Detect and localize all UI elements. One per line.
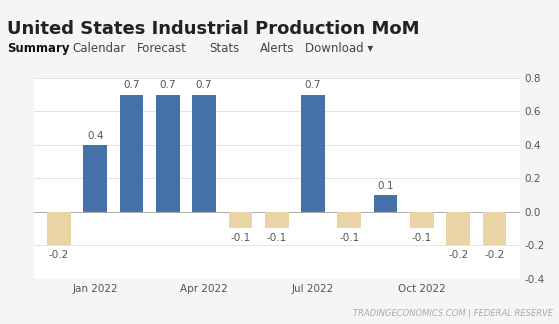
Text: Download ▾: Download ▾ xyxy=(305,42,373,55)
Bar xyxy=(192,95,216,212)
Text: United States Industrial Production MoM: United States Industrial Production MoM xyxy=(7,20,420,39)
Text: -0.1: -0.1 xyxy=(339,233,359,243)
Bar xyxy=(447,212,470,245)
Text: 0.7: 0.7 xyxy=(124,80,140,90)
Text: Forecast: Forecast xyxy=(137,42,187,55)
Text: Calendar: Calendar xyxy=(73,42,126,55)
Text: -0.1: -0.1 xyxy=(412,233,432,243)
Text: -0.2: -0.2 xyxy=(484,250,505,260)
Bar xyxy=(374,195,397,212)
Bar xyxy=(301,95,325,212)
Bar xyxy=(156,95,179,212)
Text: 0.7: 0.7 xyxy=(196,80,212,90)
Text: TRADINGECONOMICS.COM | FEDERAL RESERVE: TRADINGECONOMICS.COM | FEDERAL RESERVE xyxy=(353,308,553,318)
Bar xyxy=(338,212,361,228)
Text: Summary: Summary xyxy=(7,42,70,55)
Bar xyxy=(47,212,71,245)
Bar xyxy=(482,212,506,245)
Text: 0.4: 0.4 xyxy=(87,131,103,141)
Text: Alerts: Alerts xyxy=(260,42,295,55)
Text: 0.1: 0.1 xyxy=(377,181,394,191)
Text: 0.7: 0.7 xyxy=(159,80,176,90)
Bar xyxy=(83,145,107,212)
Text: -0.2: -0.2 xyxy=(49,250,69,260)
Bar xyxy=(410,212,434,228)
Text: 0.7: 0.7 xyxy=(305,80,321,90)
Bar xyxy=(120,95,143,212)
Text: -0.1: -0.1 xyxy=(230,233,250,243)
Text: Stats: Stats xyxy=(210,42,240,55)
Bar xyxy=(229,212,252,228)
Text: -0.2: -0.2 xyxy=(448,250,468,260)
Bar xyxy=(265,212,288,228)
Text: -0.1: -0.1 xyxy=(267,233,287,243)
